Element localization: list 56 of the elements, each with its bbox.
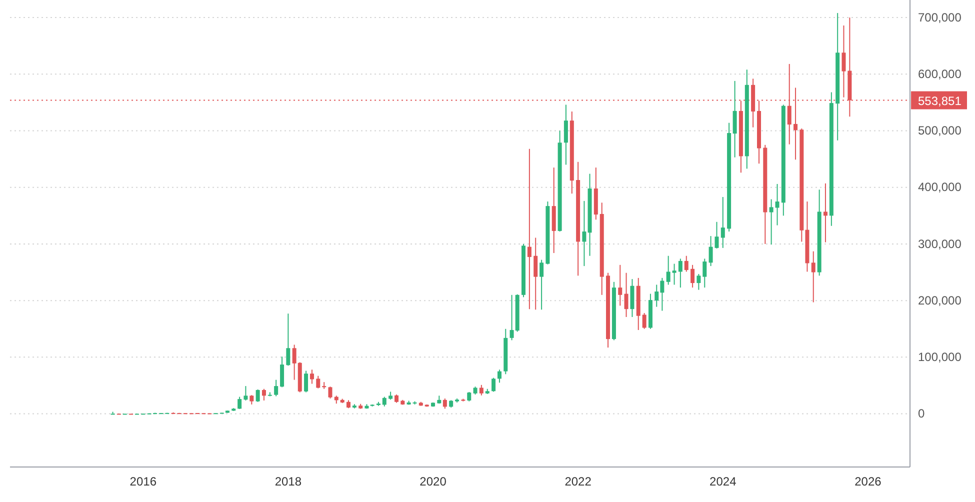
y-tick-label: 600,000 [918, 66, 962, 81]
candlestick [696, 273, 701, 290]
candlestick [479, 384, 484, 396]
y-tick-label: 100,000 [918, 350, 962, 364]
candlestick [684, 255, 688, 272]
candlestick [769, 198, 774, 246]
x-tick-label: 2020 [420, 474, 447, 489]
candlestick [328, 386, 332, 400]
x-tick-label: 2022 [564, 474, 592, 489]
x-tick-label: 2026 [854, 474, 882, 489]
y-tick-label: 300,000 [918, 236, 962, 251]
x-tick-label: 2024 [710, 474, 737, 489]
candlestick [274, 379, 278, 397]
candlestick [775, 183, 780, 226]
y-tick-label: 400,000 [918, 180, 962, 194]
candlestick [690, 264, 695, 288]
candlestick [262, 388, 266, 401]
ref-line-label: 553,851 [918, 94, 962, 108]
y-tick-label: 200,000 [918, 293, 962, 308]
candlestick [310, 369, 314, 384]
candlestick [540, 259, 544, 310]
candlestick [564, 104, 568, 166]
x-tick-label: 2016 [130, 474, 157, 489]
candlestick [256, 388, 260, 402]
candlestick [442, 398, 447, 410]
candlestick [304, 370, 308, 393]
y-tick-label: 700,000 [918, 10, 962, 24]
candlestick [642, 312, 646, 330]
candlestick [702, 258, 707, 288]
candlestick [497, 369, 502, 384]
candlestick [630, 278, 634, 318]
candlestick [823, 182, 828, 243]
candlestick [678, 258, 682, 288]
candlestick [672, 263, 676, 286]
candlestick [624, 272, 628, 318]
y-tick-label: 500,000 [918, 124, 962, 138]
candlestick [811, 250, 816, 303]
candlestick [238, 396, 242, 410]
candlestick [618, 264, 622, 306]
candlestick [492, 377, 496, 392]
candlestick [842, 24, 846, 98]
candlestick [244, 386, 248, 401]
candlestick [316, 375, 320, 389]
candlestick [250, 394, 254, 405]
candlestick [467, 391, 472, 402]
candlestick [527, 148, 532, 310]
candlestick [732, 80, 737, 158]
candlestick [534, 237, 538, 310]
y-tick-label: 0 [918, 406, 925, 421]
candlestick [582, 200, 586, 267]
candlestick [286, 313, 290, 366]
x-tick-label: 2018 [274, 474, 302, 489]
candlestick [666, 255, 670, 286]
candlestick [280, 356, 284, 388]
candlestick [382, 396, 386, 407]
candlestick [720, 196, 725, 248]
